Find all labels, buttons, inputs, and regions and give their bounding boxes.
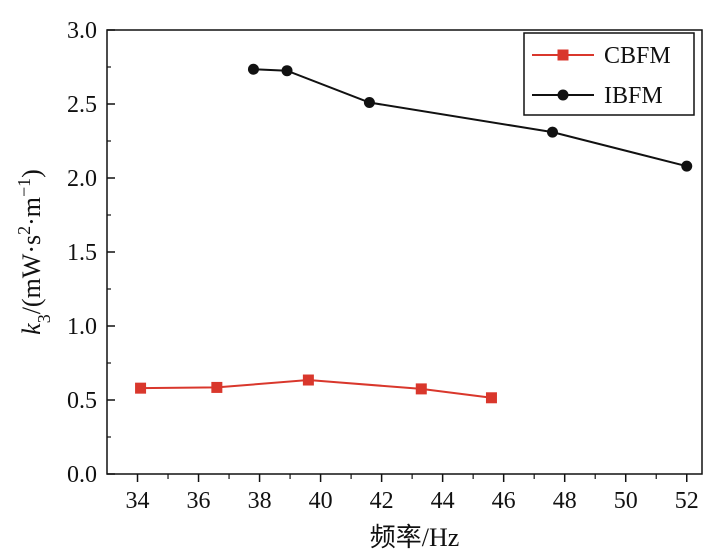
legend-box [523,32,695,116]
legend-label: CBFM [604,43,671,69]
y-axis-sup1: 2 [14,226,34,235]
x-tick-label: 42 [370,488,394,514]
y-axis: 0.0 0.5 1.0 1.5 2.0 2.5 3.0 [67,18,115,488]
y-tick-label: 2.0 [67,166,97,192]
x-tick-label: 34 [126,488,150,514]
x-axis: 34 36 38 40 42 44 46 48 50 52 [126,474,699,514]
y-axis-sup2: −1 [14,178,34,197]
series-ibfm-point [681,160,693,172]
legend-marker [557,49,569,61]
series-cbfm-point [302,374,314,386]
series-ibfm-point [247,63,259,75]
series-cbfm-point [135,382,147,394]
series-cbfm-point [415,383,427,395]
y-axis-var: k [17,323,46,335]
series-ibfm-point [363,97,375,109]
legend-label: IBFM [604,83,663,109]
series-ibfm-point [281,65,293,77]
y-axis-unit-close: ) [17,169,46,178]
series-cbfm-point [485,392,497,404]
legend-marker [557,89,569,101]
y-tick-label: 3.0 [67,18,97,44]
legend: CBFM IBFM [523,32,695,116]
y-tick-label: 1.5 [67,240,97,266]
y-tick-label: 0.0 [67,462,97,488]
y-axis-title: k3/(mW·s2·m−1) [14,169,54,335]
x-tick-label: 44 [431,488,455,514]
series-layer [135,63,693,404]
series-ibfm-point [546,126,558,138]
y-axis-unit-open: /(mW·s [17,235,46,314]
series-cbfm-line [140,379,492,399]
legend-item-ibfm: IBFM [532,83,663,109]
x-tick-label: 50 [614,488,638,514]
x-tick-label: 52 [675,488,699,514]
series-cbfm [135,374,497,404]
x-tick-label: 48 [553,488,577,514]
x-tick-label: 46 [492,488,516,514]
y-tick-label: 1.0 [67,314,97,340]
series-ibfm [247,63,693,172]
y-axis-subscript: 3 [34,314,54,323]
x-axis-title: 频率/Hz [370,523,460,552]
y-tick-label: 0.5 [67,388,97,414]
x-tick-label: 38 [248,488,272,514]
x-tick-label: 40 [309,488,333,514]
y-axis-unit-mid: ·m [17,197,46,226]
series-cbfm-point [211,381,223,393]
x-tick-label: 36 [187,488,211,514]
y-tick-label: 2.5 [67,92,97,118]
legend-item-cbfm: CBFM [532,43,671,69]
